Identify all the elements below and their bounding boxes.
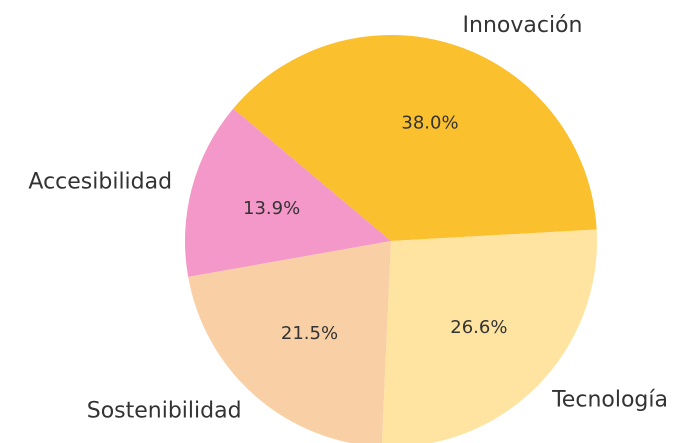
percent-label: 38.0% xyxy=(401,113,458,134)
pie-slice xyxy=(381,229,597,443)
slice-label: Accesibilidad xyxy=(28,169,172,194)
percent-label: 21.5% xyxy=(281,323,338,344)
pie-slice xyxy=(233,35,597,241)
pie-slice xyxy=(188,241,391,443)
percent-label: 13.9% xyxy=(243,198,300,219)
pie-slice xyxy=(185,108,391,277)
slice-label: Innovación xyxy=(463,13,583,38)
slice-label: Sostenibilidad xyxy=(87,398,242,423)
percent-label: 26.6% xyxy=(450,317,507,338)
slice-label: Tecnología xyxy=(551,387,668,412)
